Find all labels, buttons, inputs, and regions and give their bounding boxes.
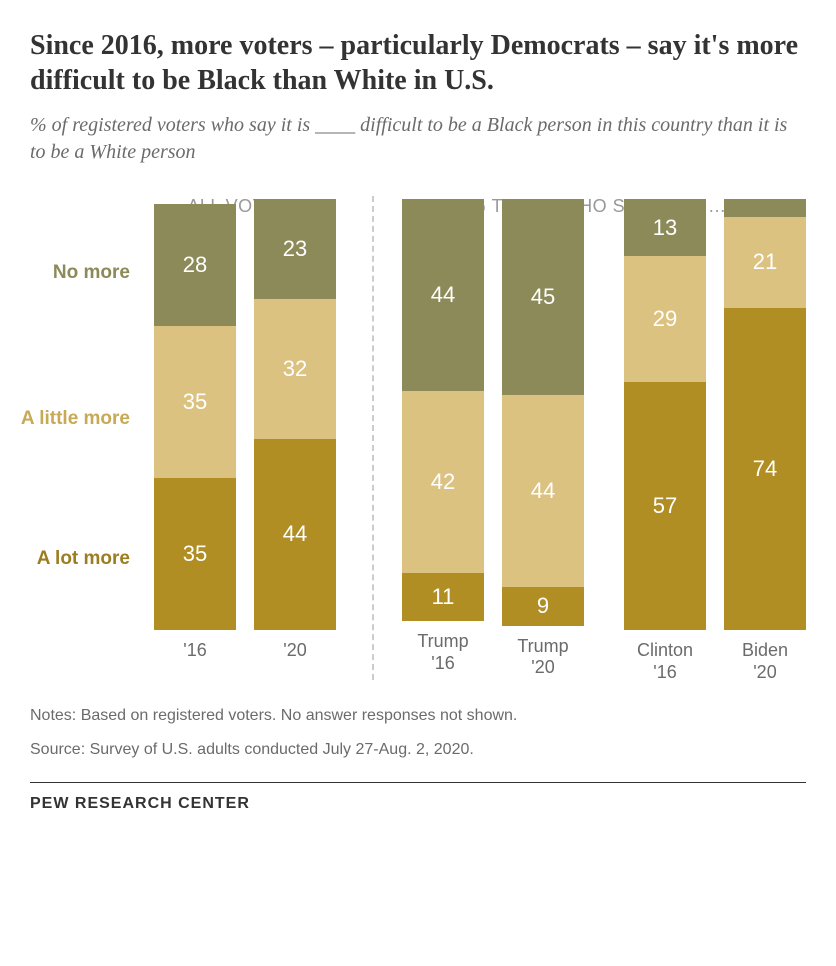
segment-a-little-more: 21 [724,217,806,308]
segment-a-little-more: 32 [254,299,336,438]
label-a-lot-more: A lot more [37,548,130,570]
chart-notes-1: Notes: Based on registered voters. No an… [30,704,806,728]
segment-no-more [724,199,806,216]
segment-a-lot-more: 74 [724,308,806,630]
panel-supporters: AMONG THOSE WHO SUPPORT … 444211Trump'16… [396,196,806,680]
bar-xlabel: '16 [183,640,206,680]
segment-a-little-more: 42 [402,391,484,574]
stacked-bar: 444211 [402,199,484,621]
segment-a-little-more: 44 [502,395,584,586]
segment-a-little-more: 35 [154,326,236,478]
chart-area: No more A little more A lot more ALL VOT… [30,196,806,680]
stacked-bar: 132957 [624,199,706,630]
stacked-bar: 2174 [724,199,806,630]
label-a-little-more: A little more [21,408,130,430]
segment-a-lot-more: 11 [402,573,484,621]
bar-column: 132957 Clinton'16 [624,199,706,680]
segment-a-lot-more: 35 [154,478,236,630]
bar-xlabel: Trump'16 [417,631,468,671]
stacked-bar: 45449 [502,199,584,625]
segment-no-more: 23 [254,199,336,299]
bar-column: 45449 Trump'20 [502,199,584,680]
chart-subtitle: % of registered voters who say it is ___… [30,112,806,166]
brand-footer: PEW RESEARCH CENTER [30,782,806,813]
panel-all-voters: ALL VOTERS 283535'16233244'20 [140,196,350,680]
bar-column: 233244 '20 [254,199,336,680]
bar-column: 444211 Trump'16 [402,199,484,680]
bar-xlabel: '20 [283,640,306,680]
segment-no-more: 45 [502,199,584,395]
segment-a-lot-more: 9 [502,587,584,626]
chart-title: Since 2016, more voters – particularly D… [30,28,806,98]
bar-xlabel: Clinton'16 [637,640,693,680]
bar-column: 283535'16 [154,204,236,680]
segment-no-more: 28 [154,204,236,326]
segment-no-more: 44 [402,199,484,390]
bar-xlabel: Trump'20 [517,636,568,676]
chart-notes-2: Source: Survey of U.S. adults conducted … [30,738,806,762]
chart-panels: ALL VOTERS 283535'16233244'20 AMONG THOS… [140,196,806,680]
stacked-bar: 233244 [254,199,336,630]
segment-no-more: 13 [624,199,706,256]
stacked-bar: 283535 [154,204,236,630]
bar-column: 2174 Biden'20 [724,199,806,680]
panel-divider [372,196,374,680]
label-no-more: No more [53,262,130,284]
segment-labels-column: No more A little more A lot more [40,196,140,680]
segment-a-lot-more: 57 [624,382,706,630]
bar-xlabel: Biden'20 [742,640,788,680]
segment-a-lot-more: 44 [254,439,336,630]
segment-a-little-more: 29 [624,256,706,382]
